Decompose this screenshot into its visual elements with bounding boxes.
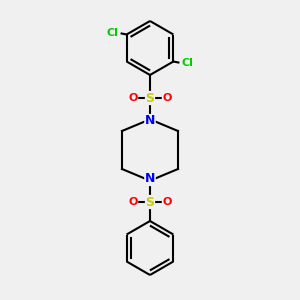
Text: N: N — [145, 172, 155, 185]
Text: S: S — [146, 92, 154, 104]
Text: O: O — [162, 93, 172, 103]
Text: O: O — [128, 93, 138, 103]
Text: S: S — [146, 196, 154, 208]
Text: O: O — [128, 197, 138, 207]
Text: N: N — [145, 115, 155, 128]
Text: Cl: Cl — [182, 58, 193, 68]
Text: O: O — [162, 197, 172, 207]
Text: Cl: Cl — [107, 28, 118, 38]
